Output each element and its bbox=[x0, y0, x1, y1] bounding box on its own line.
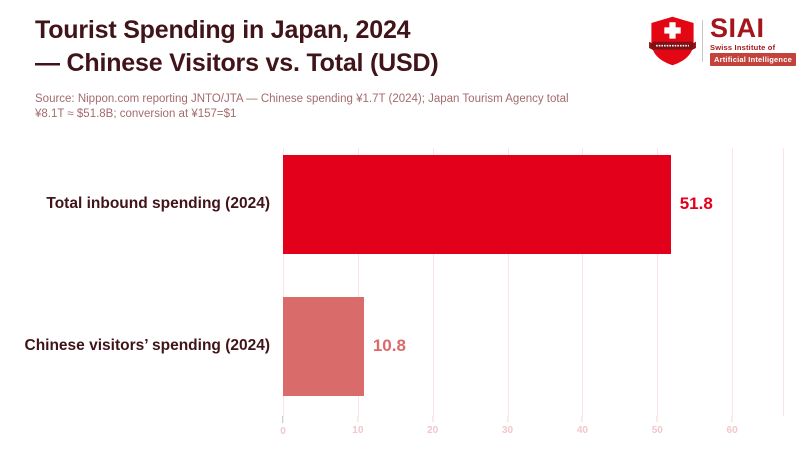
x-tick: 40 bbox=[577, 416, 588, 436]
x-tick-label: 40 bbox=[576, 425, 588, 436]
x-axis-ticks: 0 10 20 30 40 50 60 bbox=[280, 416, 783, 446]
x-tick-label: 0 bbox=[280, 426, 286, 437]
logo-wordmark: SIAI bbox=[710, 13, 765, 44]
title-line-1: Tourist Spending in Japan, 2024 bbox=[35, 16, 411, 44]
x-tick-mark bbox=[282, 416, 284, 423]
bar-label-chinese: Chinese visitors’ spending (2024) bbox=[24, 337, 271, 354]
x-tick-mark bbox=[432, 416, 434, 422]
x-tick-label: 10 bbox=[352, 425, 364, 436]
x-tick-label: 60 bbox=[726, 425, 738, 436]
x-tick-mark bbox=[656, 416, 658, 422]
bar-chart: Total inbound spending (2024) 51.8 Chine… bbox=[0, 133, 800, 445]
x-tick: 20 bbox=[427, 416, 438, 436]
x-tick: 50 bbox=[652, 416, 663, 436]
x-tick: 60 bbox=[727, 416, 738, 436]
page-title: Tourist Spending in Japan, 2024 — Chines… bbox=[35, 14, 439, 80]
bar-track-total: 51.8 bbox=[283, 154, 783, 254]
x-tick-label: 20 bbox=[427, 425, 439, 436]
bar-total bbox=[283, 154, 671, 254]
bar-row-chinese: Chinese visitors’ spending (2024) 10.8 bbox=[0, 275, 800, 417]
source-line-1: Source: Nippon.com reporting JNTO/JTA — … bbox=[35, 93, 569, 105]
siai-logo: SIAI Swiss Institute of Artificial Intel… bbox=[649, 13, 796, 66]
x-tick-mark bbox=[731, 416, 733, 422]
x-tick-label: 50 bbox=[651, 425, 663, 436]
bar-row-total: Total inbound spending (2024) 51.8 bbox=[0, 133, 800, 275]
x-tick: 30 bbox=[502, 416, 513, 436]
bar-chinese bbox=[283, 296, 364, 396]
logo-text: SIAI Swiss Institute of Artificial Intel… bbox=[710, 13, 796, 66]
bar-value-chinese: 10.8 bbox=[372, 336, 406, 355]
x-tick-mark bbox=[507, 416, 509, 422]
source-note: Source: Nippon.com reporting JNTO/JTA — … bbox=[35, 92, 569, 122]
bar-rows: Total inbound spending (2024) 51.8 Chine… bbox=[0, 133, 800, 417]
x-tick-mark bbox=[581, 416, 583, 422]
logo-subtitle-2: Artificial Intelligence bbox=[710, 53, 796, 66]
bar-label-total: Total inbound spending (2024) bbox=[46, 195, 270, 212]
x-tick: 0 bbox=[280, 416, 286, 437]
swiss-shield-icon bbox=[649, 16, 696, 66]
x-tick: 10 bbox=[352, 416, 363, 436]
bar-value-total: 51.8 bbox=[679, 194, 713, 213]
logo-subtitle-1: Swiss Institute of bbox=[710, 43, 776, 53]
x-tick-label: 30 bbox=[501, 425, 514, 436]
logo-divider bbox=[702, 20, 703, 62]
source-line-2: ¥8.1T ≈ $51.8B; conversion at ¥157=$1 bbox=[35, 108, 237, 120]
title-line-2: — Chinese Visitors vs. Total (USD) bbox=[35, 49, 439, 77]
x-tick-mark bbox=[357, 416, 359, 422]
bar-track-chinese: 10.8 bbox=[283, 296, 783, 396]
